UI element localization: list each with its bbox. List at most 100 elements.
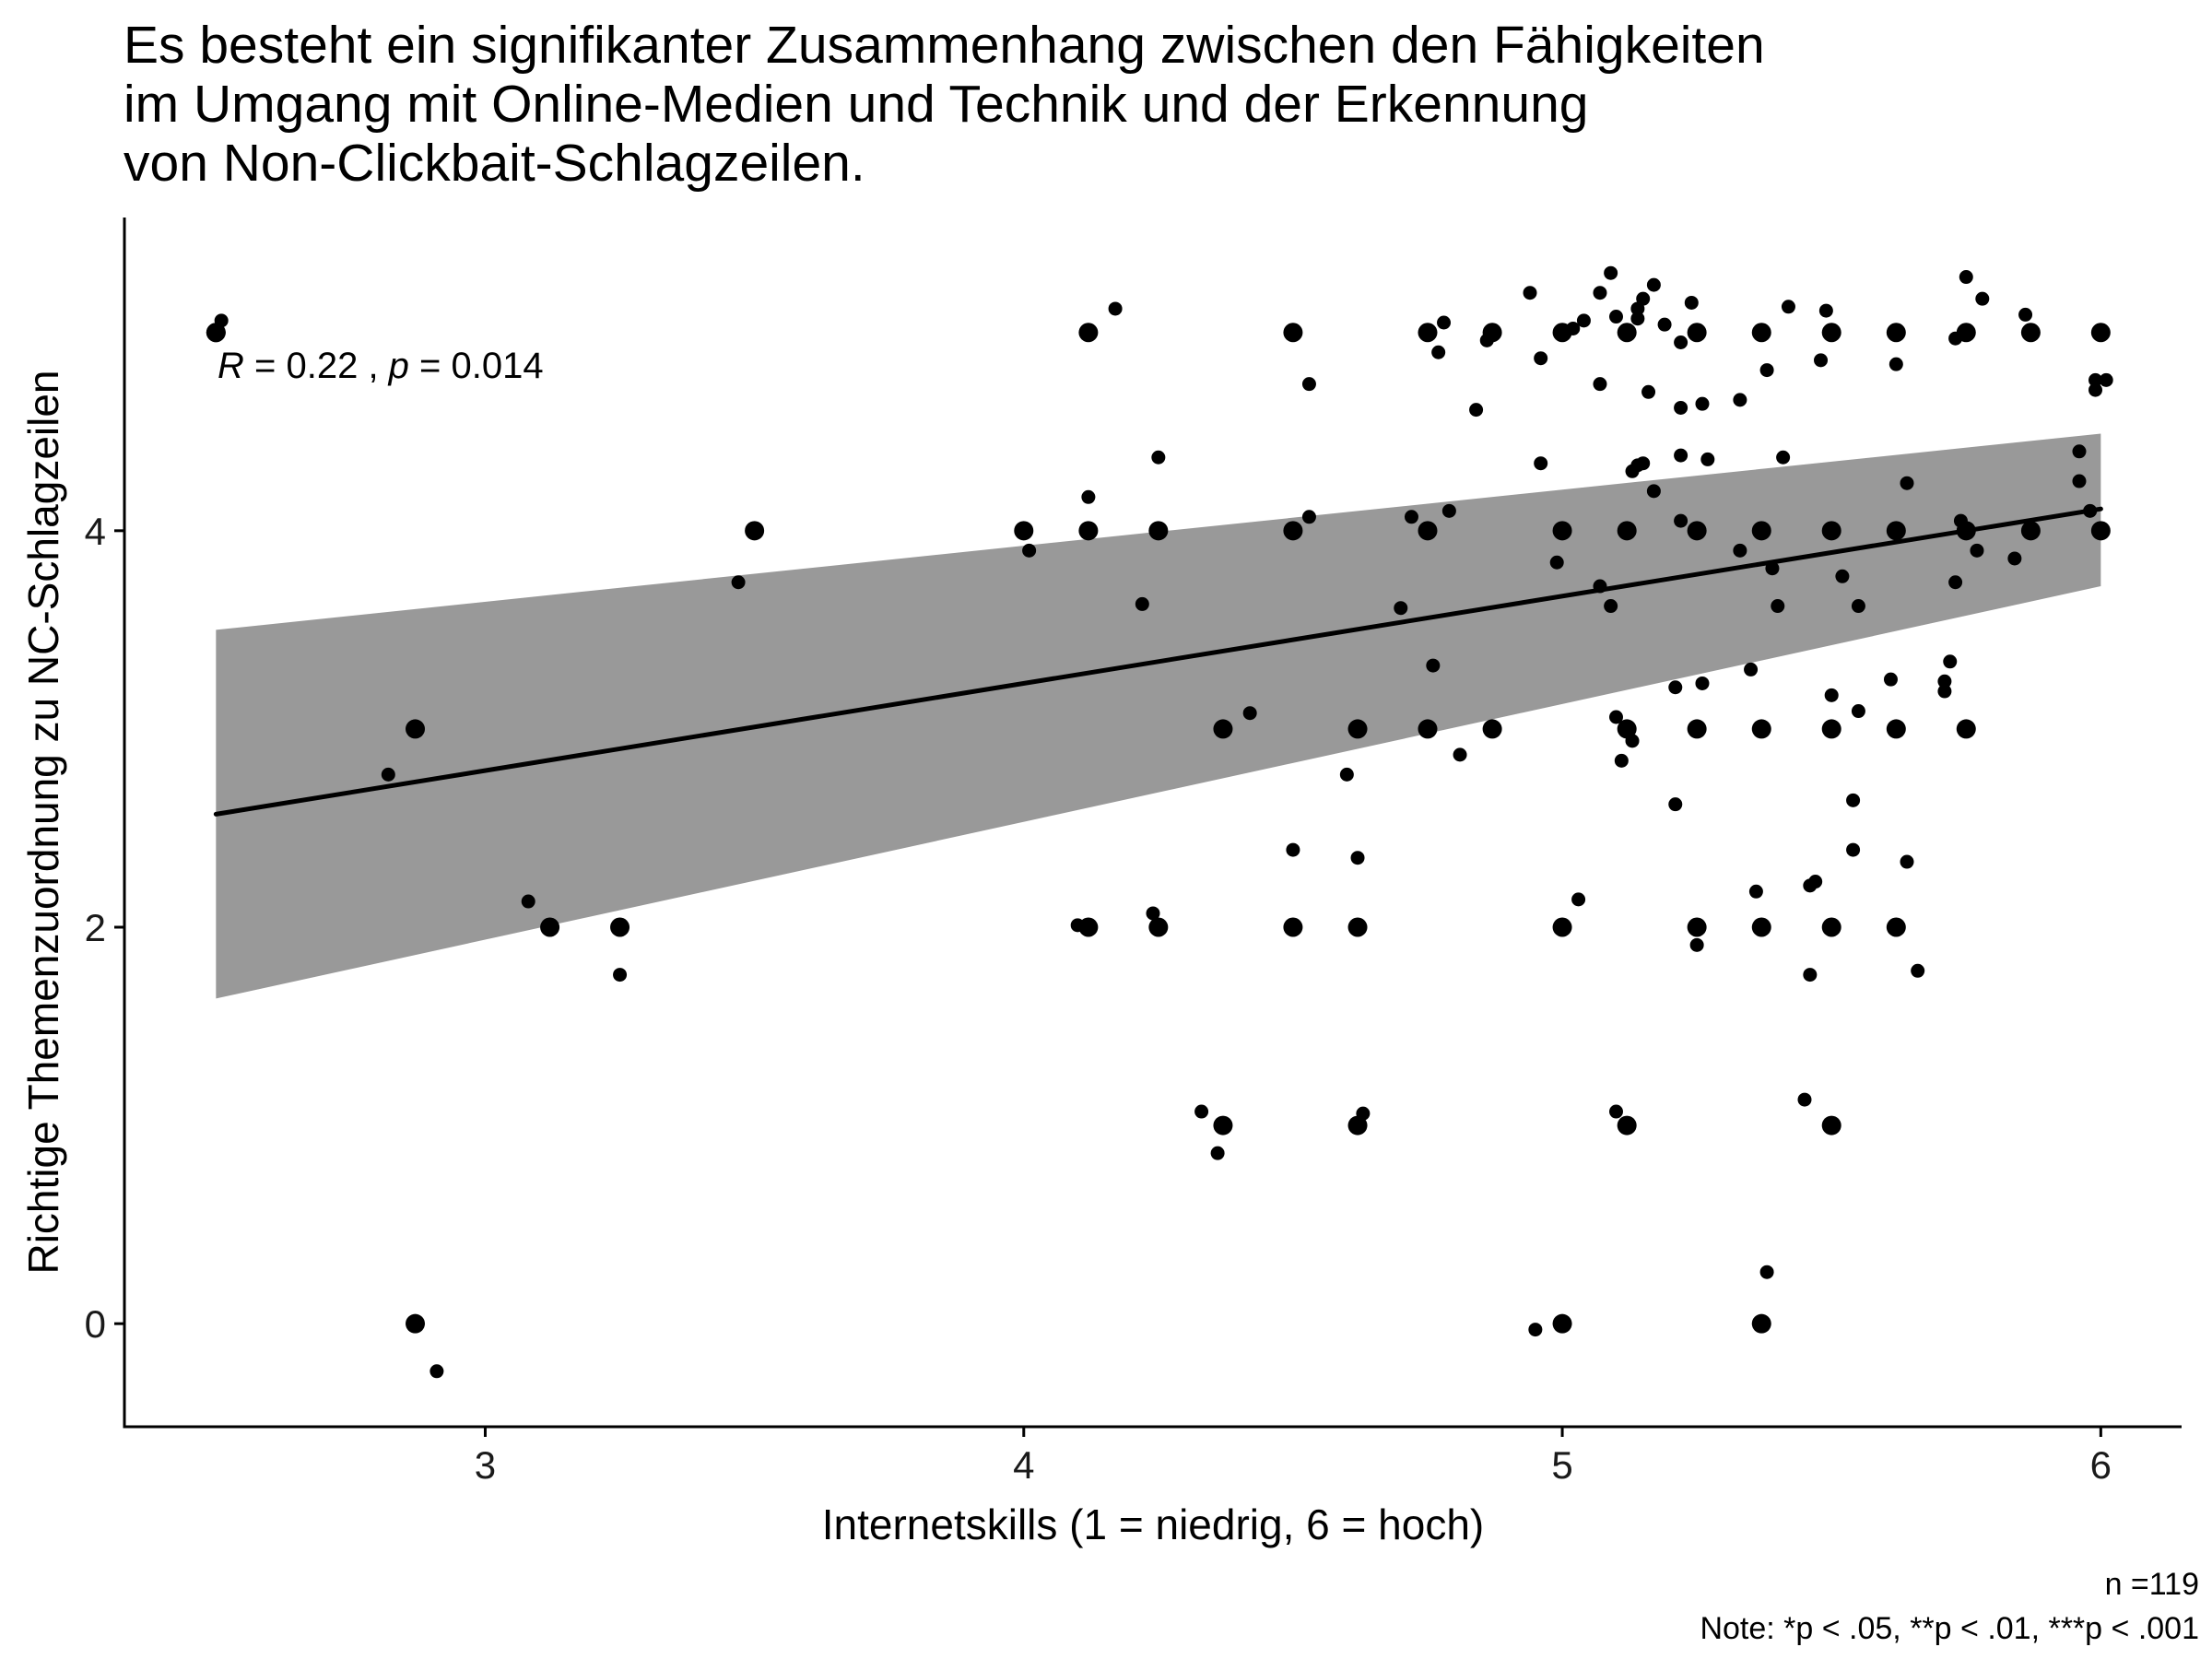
data-point xyxy=(1630,312,1645,326)
data-point xyxy=(1674,513,1688,528)
data-point xyxy=(1576,313,1591,328)
data-point-overlap xyxy=(2090,521,2111,541)
x-tick-label: 4 xyxy=(1013,1443,1034,1487)
p-value: = 0.014 xyxy=(409,346,544,386)
data-point xyxy=(1394,601,1408,616)
data-point xyxy=(1759,363,1774,378)
data-point xyxy=(1733,543,1747,558)
title-line-2: im Umgang mit Online-Medien und Technik … xyxy=(124,75,1589,134)
data-point xyxy=(1668,680,1683,695)
data-point xyxy=(1641,384,1656,399)
data-point xyxy=(1674,335,1688,350)
data-point-overlap xyxy=(1617,323,1637,343)
regression-line xyxy=(213,506,2103,817)
data-point-overlap xyxy=(1078,323,1099,343)
data-point-overlap xyxy=(1213,1115,1233,1135)
x-axis-ticks: 3 4 5 6 xyxy=(475,1427,2112,1487)
p-symbol: p xyxy=(388,346,409,386)
data-point-overlap xyxy=(1148,917,1169,937)
data-point-overlap xyxy=(1886,917,1906,937)
data-point-overlap xyxy=(1886,323,1906,343)
data-point xyxy=(1135,596,1149,611)
data-point xyxy=(1759,1265,1774,1279)
data-point xyxy=(1668,797,1683,812)
data-point xyxy=(1888,357,1903,371)
data-point xyxy=(1748,884,1763,899)
data-point-overlap xyxy=(1821,323,1841,343)
x-tick-label: 5 xyxy=(1551,1443,1572,1487)
data-point xyxy=(1970,543,1984,558)
data-point-overlap xyxy=(1751,521,1771,541)
data-point xyxy=(1776,450,1791,465)
x-axis-label: Internetskills (1 = niedrig, 6 = hoch) xyxy=(822,1500,1484,1548)
data-point xyxy=(521,894,535,909)
data-point-overlap xyxy=(406,1313,426,1334)
data-point xyxy=(1674,400,1688,415)
data-point xyxy=(1608,710,1623,724)
data-point-overlap xyxy=(1956,719,1976,739)
data-point-overlap xyxy=(1552,323,1572,343)
data-point-overlap xyxy=(1283,323,1303,343)
data-point xyxy=(1851,704,1865,719)
data-point-overlap xyxy=(1014,521,1034,541)
data-point xyxy=(1426,658,1441,673)
data-point xyxy=(1339,767,1354,782)
caption-note: Note: *p < .05, **p < .01, ***p < .001 xyxy=(1700,1611,2199,1646)
data-point xyxy=(429,1364,444,1379)
data-point-overlap xyxy=(1482,719,1502,739)
data-point xyxy=(381,767,395,782)
data-point xyxy=(1818,303,1833,318)
data-point xyxy=(1911,963,1925,978)
data-point xyxy=(1301,510,1316,524)
data-point xyxy=(1534,456,1548,471)
data-point-overlap xyxy=(540,917,560,937)
data-point xyxy=(2018,307,2033,322)
data-point-overlap xyxy=(610,917,630,937)
data-point xyxy=(1022,543,1037,558)
data-point-overlap xyxy=(1821,719,1841,739)
data-point xyxy=(1608,310,1623,324)
data-point xyxy=(1900,854,1914,869)
data-point xyxy=(1528,1323,1543,1337)
data-point xyxy=(1614,753,1629,768)
data-point-overlap xyxy=(1956,521,1976,541)
data-point xyxy=(1948,575,1963,590)
data-point-overlap xyxy=(1552,917,1572,937)
data-point xyxy=(1534,351,1548,366)
data-point xyxy=(1797,1092,1812,1107)
data-point xyxy=(1975,291,1990,306)
data-point-overlap xyxy=(1078,917,1099,937)
data-point xyxy=(2099,372,2113,387)
data-point xyxy=(1803,968,1818,982)
data-point-overlap xyxy=(1482,323,1502,343)
y-axis-ticks: 0 2 4 xyxy=(85,510,124,1346)
data-point xyxy=(1404,510,1418,524)
data-point xyxy=(2083,503,2098,518)
data-point xyxy=(1469,403,1484,418)
data-point-overlap xyxy=(1347,1115,1368,1135)
caption-n: n =119 xyxy=(2105,1567,2199,1602)
data-point xyxy=(1674,448,1688,463)
data-point xyxy=(613,968,628,982)
data-point xyxy=(1937,674,1952,688)
data-point-overlap xyxy=(2020,521,2041,541)
data-point-overlap xyxy=(1821,917,1841,937)
data-point xyxy=(731,575,746,590)
data-point-overlap xyxy=(1283,917,1303,937)
correlation-annotation: R = 0.22 , p = 0.014 xyxy=(218,346,544,386)
data-point xyxy=(1689,937,1704,952)
data-point xyxy=(1593,377,1607,392)
data-point-overlap xyxy=(1687,917,1707,937)
data-point xyxy=(1210,1146,1225,1160)
data-point xyxy=(1937,684,1952,699)
data-point-overlap xyxy=(1347,917,1368,937)
data-point xyxy=(1657,317,1672,332)
data-point-overlap xyxy=(1886,521,1906,541)
data-point-overlap xyxy=(745,521,765,541)
data-point xyxy=(1453,747,1467,762)
y-tick-label: 0 xyxy=(85,1302,106,1346)
data-point-overlap xyxy=(1956,323,1976,343)
data-point xyxy=(1350,851,1365,865)
data-point xyxy=(1765,561,1780,576)
